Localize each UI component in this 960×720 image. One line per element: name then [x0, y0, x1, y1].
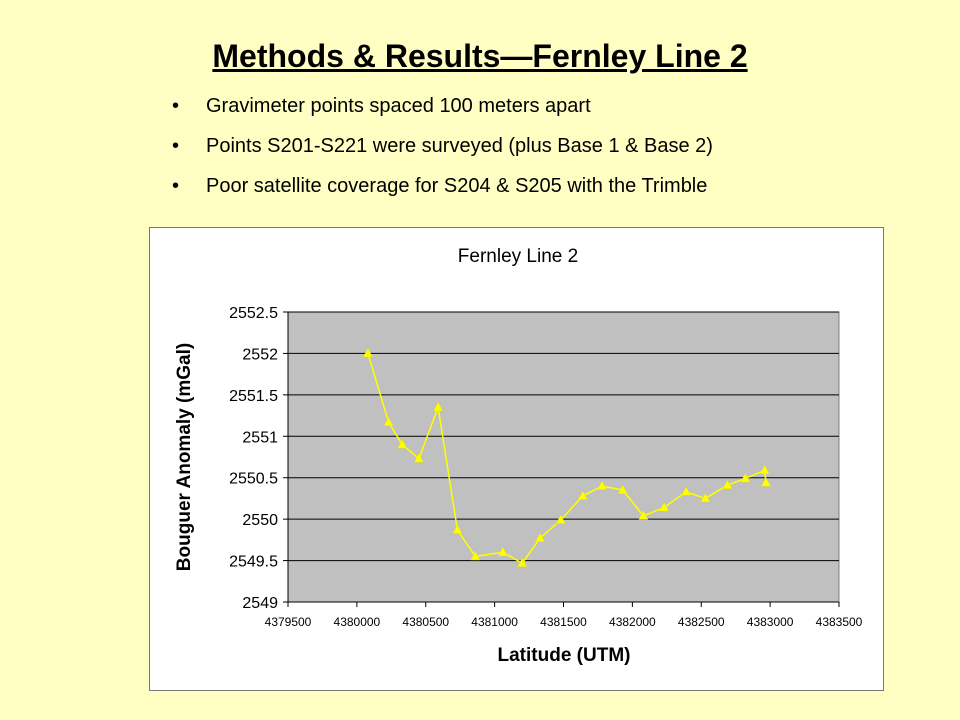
y-tick-label: 2551 [242, 429, 278, 446]
series-markers [362, 347, 771, 567]
y-tick-label: 2549 [242, 595, 278, 612]
data-point [452, 524, 463, 534]
data-point [497, 546, 508, 557]
data-point [681, 486, 692, 496]
x-tick-label: 4381500 [540, 615, 587, 629]
x-tick-label: 4382500 [678, 615, 725, 629]
data-point [577, 490, 588, 500]
data-point [740, 473, 751, 483]
data-point [470, 550, 481, 561]
series-line [367, 353, 767, 565]
x-tick-label: 4381000 [471, 615, 518, 629]
data-point [761, 477, 771, 487]
y-tick-label: 2552 [242, 346, 278, 363]
plot-area [287, 311, 840, 603]
x-tick-labels: 4379500 4380000 4380500 4381000 4381500 43820… [265, 615, 863, 629]
data-point [535, 532, 545, 542]
bullet-list: Gravimeter points spaced 100 meters apar… [168, 94, 713, 214]
data-point [759, 464, 770, 475]
y-tick-label: 2550 [242, 512, 278, 529]
data-point [659, 502, 669, 512]
data-point [413, 453, 424, 463]
data-point [433, 401, 444, 412]
y-tick-labels: 2549 2549.5 2550 2550.5 2551 2551.5 2552 2552.5 [229, 305, 278, 612]
axes [283, 311, 840, 607]
slide-title: Methods & Results—Fernley Line 2 [212, 38, 748, 74]
bullet-item: Points S201-S221 were surveyed (plus Bas… [168, 134, 713, 174]
x-axis-label: Latitude (UTM) [498, 645, 631, 666]
chart-title: Fernley Line 2 [458, 246, 578, 267]
chart-frame: Fernley Line 2 2549 2549.5 2550 2550.5 2551 2… [149, 227, 884, 691]
data-point [638, 510, 649, 520]
data-point [362, 347, 373, 358]
y-tick-label: 2549.5 [229, 554, 278, 571]
data-point [383, 416, 394, 426]
data-point [700, 492, 711, 503]
y-tick-label: 2551.5 [229, 388, 278, 405]
bullet-item: Gravimeter points spaced 100 meters apar… [168, 94, 713, 134]
data-point [617, 484, 628, 494]
x-tick-label: 4380500 [402, 615, 449, 629]
bullet-item: Poor satellite coverage for S204 & S205 … [168, 174, 713, 214]
data-point [555, 514, 566, 524]
x-tick-label: 4380000 [334, 615, 381, 629]
data-point [517, 557, 528, 567]
data-point [722, 479, 733, 489]
y-axis-label: Bouguer Anomaly (mGal) [174, 343, 195, 571]
x-tick-label: 4383500 [816, 615, 863, 629]
x-tick-label: 4383000 [747, 615, 794, 629]
bouguer-anomaly-chart: Fernley Line 2 25492549.525502550.525512… [174, 246, 863, 666]
x-tick-label: 4379500 [265, 615, 312, 629]
y-tick-label: 2550.5 [229, 471, 278, 488]
data-point [597, 480, 607, 490]
x-tick-label: 4382000 [609, 615, 656, 629]
y-tick-label: 2552.5 [229, 305, 278, 322]
data-point [397, 439, 408, 449]
